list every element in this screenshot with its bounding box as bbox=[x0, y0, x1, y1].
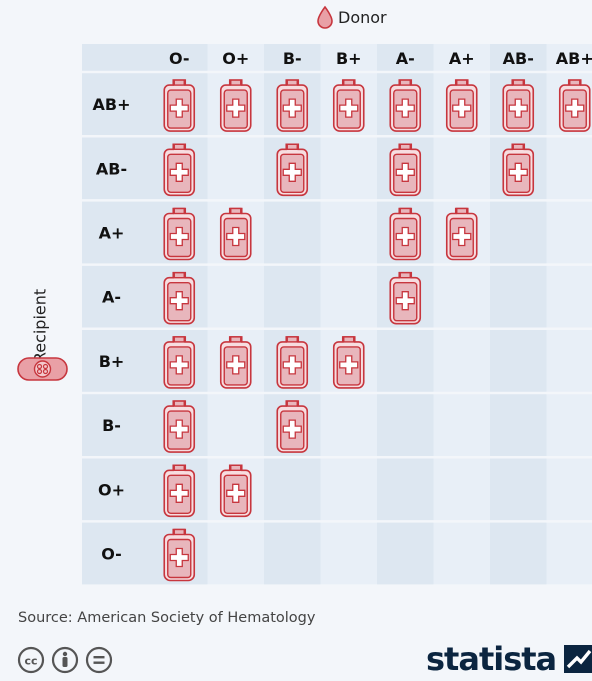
compatibility-matrix: O- O+ B- B+ A- A+ AB- AB+ AB+ AB- A+ A- B+ B- O+ O- bbox=[82, 44, 592, 587]
recipient-header: O- bbox=[101, 545, 122, 564]
blood-bag-icon bbox=[389, 271, 422, 325]
blood-bag-icon bbox=[276, 79, 309, 132]
blood-bag-icon bbox=[332, 79, 365, 132]
recipient-header: A+ bbox=[99, 224, 125, 243]
blood-bag-icon bbox=[163, 528, 196, 582]
blood-bag-icon bbox=[389, 207, 422, 261]
column-stripe bbox=[490, 44, 547, 586]
blood-bag-icon bbox=[163, 271, 196, 325]
blood-bag-icon bbox=[163, 79, 196, 132]
recipient-header: O+ bbox=[98, 480, 125, 499]
blood-bag-icon bbox=[219, 336, 252, 389]
donor-header: O- bbox=[169, 49, 190, 68]
recipient-header: AB- bbox=[96, 159, 127, 178]
blood-bag-icon bbox=[276, 336, 309, 389]
blood-bag-icon bbox=[332, 336, 365, 389]
recipient-header: B- bbox=[102, 416, 121, 435]
blood-bag-icon bbox=[445, 207, 478, 261]
no-derivatives-icon[interactable] bbox=[85, 646, 113, 674]
column-stripe bbox=[264, 44, 321, 586]
brand-name: statista bbox=[426, 640, 557, 678]
blood-bag-icon bbox=[163, 207, 196, 261]
blood-bag-icon bbox=[163, 464, 196, 518]
donor-header: O+ bbox=[222, 49, 249, 68]
row-header-stripe bbox=[82, 44, 151, 586]
blood-cells-icon bbox=[17, 357, 68, 381]
source-note: Source: American Society of Hematology bbox=[18, 610, 316, 626]
recipient-header: A- bbox=[102, 288, 121, 307]
donor-header: AB+ bbox=[556, 49, 592, 68]
blood-bag-icon bbox=[276, 400, 309, 453]
blood-bag-icon bbox=[219, 464, 252, 518]
statista-logo-icon bbox=[564, 645, 592, 673]
blood-bag-icon bbox=[219, 79, 252, 132]
donor-header: A- bbox=[396, 49, 415, 68]
donor-legend: Donor bbox=[316, 5, 387, 29]
blood-bag-icon bbox=[558, 79, 591, 132]
recipient-header: AB+ bbox=[93, 95, 131, 114]
recipient-header: B+ bbox=[99, 352, 125, 371]
blood-bag-icon bbox=[389, 79, 422, 132]
blood-bag-icon bbox=[163, 336, 196, 389]
blood-bag-icon bbox=[445, 79, 478, 132]
donor-header: B+ bbox=[336, 49, 362, 68]
license-icons[interactable]: cc bbox=[17, 646, 113, 674]
donor-header: AB- bbox=[503, 49, 534, 68]
statista-brand[interactable]: statista bbox=[426, 640, 592, 678]
blood-bag-icon bbox=[502, 143, 535, 197]
donor-header: A+ bbox=[449, 49, 475, 68]
attribution-icon[interactable] bbox=[51, 646, 79, 674]
blood-drop-icon bbox=[317, 5, 333, 29]
blood-bag-icon bbox=[163, 143, 196, 197]
svg-text:cc: cc bbox=[24, 655, 37, 668]
donor-label: Donor bbox=[338, 7, 387, 27]
blood-bag-icon bbox=[276, 143, 309, 197]
blood-bag-icon bbox=[219, 207, 252, 261]
blood-bag-icon bbox=[389, 143, 422, 197]
blood-bag-icon bbox=[502, 79, 535, 132]
blood-bag-icon bbox=[163, 400, 196, 453]
cc-icon[interactable]: cc bbox=[17, 646, 45, 674]
donor-header: B- bbox=[283, 49, 302, 68]
